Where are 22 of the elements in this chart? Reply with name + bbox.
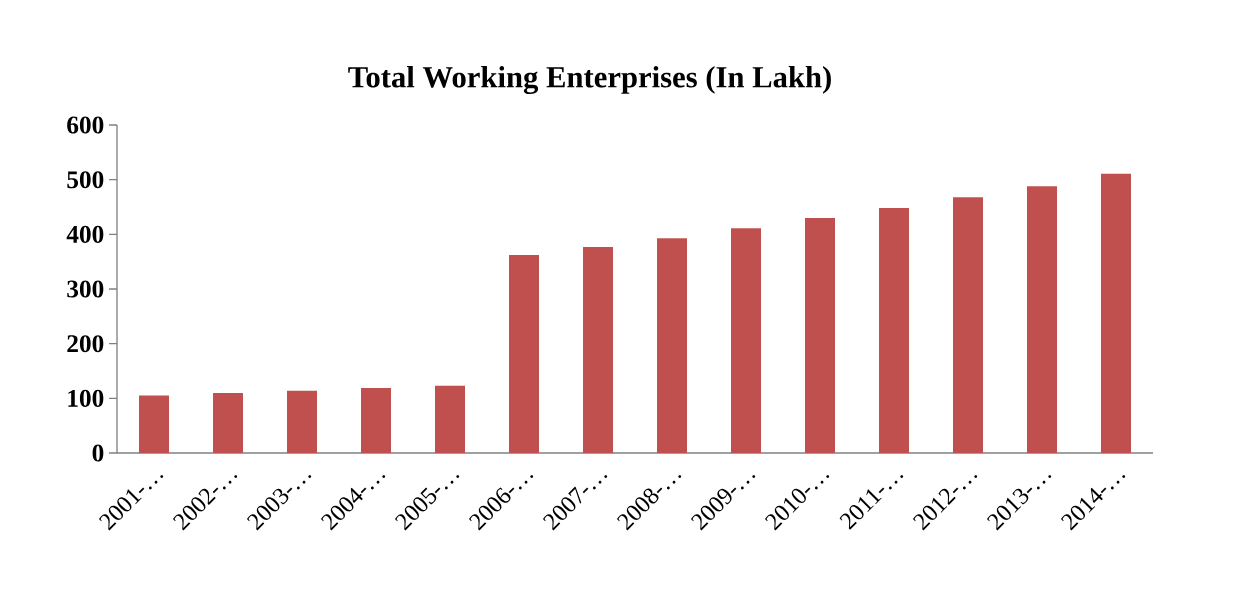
bar [213, 392, 244, 454]
bar [139, 395, 170, 454]
bar [657, 238, 688, 454]
y-tick-label: 0 [92, 444, 104, 462]
bar [879, 208, 910, 454]
bar [287, 390, 318, 454]
chart-title: Total Working Enterprises (In Lakh) [348, 65, 831, 95]
y-tick-label: 400 [66, 225, 104, 243]
y-tick-label: 500 [67, 171, 104, 189]
y-tick-label: 100 [68, 389, 104, 407]
bar [1027, 186, 1058, 454]
bar [583, 246, 614, 454]
bar [435, 385, 466, 454]
y-tick-label: 600 [67, 116, 104, 134]
y-tick-label: 200 [67, 335, 104, 353]
bar [953, 197, 984, 454]
bar [731, 228, 762, 454]
bar [361, 387, 392, 454]
bar [1101, 173, 1132, 454]
y-tick-label: 300 [67, 280, 104, 298]
bar [509, 255, 540, 454]
bar [805, 217, 836, 454]
